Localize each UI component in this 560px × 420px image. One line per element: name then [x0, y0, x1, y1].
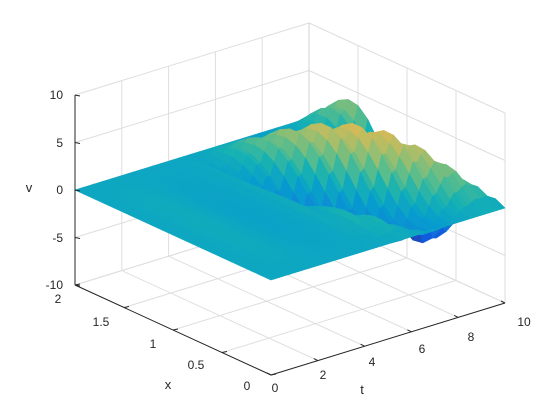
grid-line	[172, 257, 408, 331]
v-tick-mark	[74, 237, 81, 239]
grid-line	[221, 280, 457, 353]
x-tick-label: 0	[244, 379, 251, 393]
axes	[74, 94, 506, 376]
v-tick-mark	[74, 94, 81, 97]
grid-line	[74, 22, 310, 96]
grid-line	[308, 70, 506, 161]
x-tick-label: 1	[150, 337, 157, 351]
x-tick-mark	[172, 328, 179, 331]
grid-line	[74, 70, 310, 143]
v-tick-labels: -10 -5 0 5 10	[46, 88, 64, 292]
grid-line	[308, 22, 506, 114]
v-tick-mark	[74, 284, 81, 287]
x-tick-mark	[123, 306, 130, 308]
t-tick-label: 8	[468, 330, 475, 344]
surface-patch	[260, 273, 276, 281]
t-tick-mark	[500, 300, 506, 304]
t-tick-label: 6	[419, 342, 426, 356]
t-tick-mark	[453, 314, 459, 318]
x-tick-mark	[221, 351, 228, 353]
v-tick-label: -5	[52, 231, 63, 245]
x-tick-labels: 0 0.5 1 1.5 2	[55, 292, 251, 393]
x-axis-label: x	[165, 377, 172, 392]
x-tick-label: 0.5	[188, 358, 205, 372]
x-tick-label: 1.5	[93, 315, 110, 329]
t-tick-label: 4	[369, 355, 376, 369]
t-tick-label: 2	[320, 368, 327, 382]
t-tick-label: 0	[272, 381, 279, 395]
x-tick-mark	[270, 373, 277, 376]
surface-plot	[74, 98, 506, 281]
v-tick-label: 10	[50, 88, 64, 102]
t-tick-mark	[360, 343, 365, 347]
v-tick-mark	[74, 142, 81, 144]
t-tick-mark	[407, 329, 412, 333]
v-tick-label: 0	[56, 183, 63, 197]
x-tick-label: 2	[55, 292, 62, 306]
v-tick-label: -10	[46, 278, 64, 292]
t-axis-line	[270, 302, 506, 376]
t-tick-mark	[266, 372, 272, 376]
v-tick-label: 5	[56, 136, 63, 150]
v-tick-mark	[74, 189, 81, 192]
t-tick-label: 10	[517, 315, 531, 329]
t-tick-labels: 0 2 4 6 8 10	[272, 315, 531, 395]
v-axis-label: v	[26, 180, 33, 195]
t-axis-label: t	[360, 382, 364, 397]
t-tick-mark	[313, 358, 319, 362]
